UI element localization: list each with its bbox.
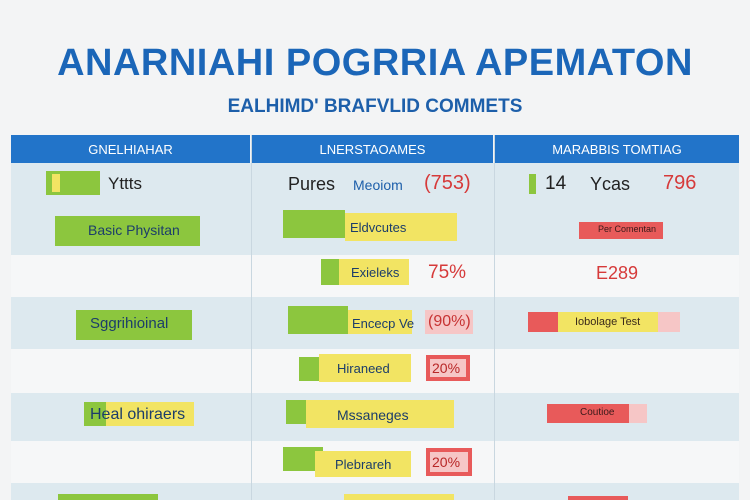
row4-col1-label: Sggrihioinal [90, 315, 169, 332]
row5-col2-value: 20% [432, 360, 461, 376]
bar-green [58, 494, 158, 500]
row1-col3-swatch [529, 174, 536, 194]
bar-yellow [339, 259, 409, 285]
bar-red [579, 222, 663, 239]
row1-col2-text: Pures [288, 174, 336, 194]
row4-col2-label: Encecp Ve [352, 316, 415, 331]
table-row [11, 163, 739, 207]
bar-green [288, 306, 348, 334]
row1-col2-value: (753) [424, 172, 471, 194]
row3-col2-label: Exieleks [351, 265, 400, 280]
row4-col3-label: Iobolage Test [575, 316, 641, 328]
row6-col2-label: Mssaneges [337, 407, 409, 423]
bar-yellow [348, 310, 412, 334]
bar-red [547, 404, 629, 423]
legend-swatch-light [52, 174, 60, 192]
bar-red [568, 496, 628, 500]
row4-col2-value-box [425, 310, 473, 334]
bar-yellow [345, 213, 457, 241]
page-title: ANARNIAHI POGRRIA APEMATON [57, 42, 693, 84]
column-header-1: GNELHIAHAR [11, 135, 250, 163]
bar-green [76, 310, 192, 340]
row5-col2-value-inner [430, 359, 466, 377]
column-header-3: MARABBIS TOMTIAG [495, 135, 739, 163]
bar-yellow [319, 354, 411, 382]
column-divider [494, 135, 495, 500]
row7-col2-value: 20% [432, 454, 461, 470]
bar-green [321, 259, 339, 285]
bar-green [283, 210, 345, 238]
table-row [11, 483, 739, 500]
row4-col2-value: (90%) [428, 313, 471, 330]
bar-yellow [106, 402, 194, 426]
bar-yellow [344, 494, 454, 500]
bar-green [299, 357, 319, 381]
bar-red [528, 312, 558, 332]
column-divider [251, 135, 252, 500]
row2-col3-label: Per Comentan [598, 224, 657, 234]
bar-green [84, 402, 106, 426]
bar-green [55, 216, 200, 246]
bar-pink [658, 312, 680, 332]
row2-col2-label: Eldvcutes [350, 220, 407, 235]
row1-col3-num: 14 [545, 173, 567, 194]
page-subtitle: EALHIMD' BRAFVLID COMMETS [227, 96, 523, 117]
row3-col2-value: 75% [428, 262, 467, 283]
bar-yellow [558, 312, 658, 332]
bar-pink [629, 404, 647, 423]
row5-col2-label: Hiraneed [337, 361, 390, 376]
row2-col1-label: Basic Physitan [88, 222, 180, 238]
row1-col2-sub: Meoiom [353, 177, 403, 193]
row6-col3-label: Coutioe [580, 407, 615, 418]
bar-green [286, 400, 306, 424]
row6-col1-label: Heal ohiraers [90, 406, 186, 423]
row1-col3-text: Ycas [590, 174, 631, 194]
bar-yellow [306, 400, 454, 428]
column-header-2: LNERSTAOAMES [252, 135, 493, 163]
row7-col2-label: Plebrareh [335, 457, 392, 472]
row3-col3-value: E289 [596, 263, 639, 283]
row7-col2-value-inner [430, 452, 468, 472]
row1-col1-text: Yttts [108, 174, 143, 193]
bar-yellow [315, 451, 411, 477]
row1-col3-value: 796 [663, 172, 697, 194]
